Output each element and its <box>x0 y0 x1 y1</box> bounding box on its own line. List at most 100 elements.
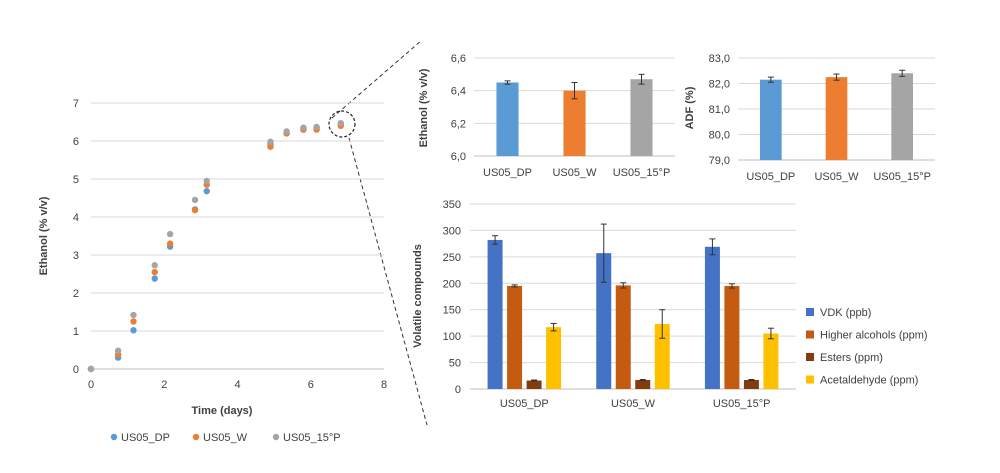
scatter-x-tick-label: 6 <box>308 379 314 391</box>
volatile-y-axis-title: Volatile compounds <box>412 244 424 348</box>
scatter-legend-label: US05_W <box>203 432 248 444</box>
ethanol-bar-bar-us05-dp <box>496 82 519 156</box>
scatter-point <box>203 187 210 195</box>
volatile-y-tick-label: 150 <box>443 305 461 317</box>
ethanol-bar-x-tick-label: US05_DP <box>483 167 532 179</box>
scatter-y-tick-label: 2 <box>73 288 79 300</box>
volatile-error-bar <box>511 284 518 288</box>
volatile-bar-esters-ppm <box>635 380 651 389</box>
scatter-y-axis-title: Ethanol (% v/v) <box>38 196 50 275</box>
volatile-legend-label: VDK (ppb) <box>820 307 871 319</box>
adf-bar-y-tick-label: 79,0 <box>709 155 730 167</box>
volatile-y-tick-label: 250 <box>443 252 461 264</box>
scatter-point <box>267 143 274 150</box>
ethanol-bar-chart: Ethanol (% v/v) 6,0 6,2 6,4 6,6 US05_DP US05_… <box>418 53 675 179</box>
scatter-legend-marker <box>272 433 280 441</box>
scatter-series-us05-dp <box>87 120 344 373</box>
ethanol-bar-y-tick-label: 6,4 <box>451 86 466 98</box>
adf-bar-bar-us05-w <box>825 77 848 160</box>
scatter-series-us05-15-p <box>87 119 344 373</box>
volatile-legend-label: Esters (ppm) <box>820 352 883 364</box>
ethanol-bar-x-tick-label: US05_W <box>552 167 597 179</box>
volatile-bar-acetaldehyde-ppm <box>546 327 562 389</box>
adf-bar-y-axis-title: ADF (%) <box>684 86 696 129</box>
scatter-y-tick-label: 0 <box>73 364 79 376</box>
volatile-bar-vdk-ppb <box>487 239 503 389</box>
ethanol-bar-bar-us05-w <box>563 90 586 156</box>
scatter-points <box>87 119 344 373</box>
ethanol-bar-error-bar <box>504 80 511 85</box>
adf-bar-error-bar <box>767 76 774 83</box>
volatile-y-tick-label: 350 <box>443 199 461 211</box>
scatter-point <box>130 311 137 319</box>
scatter-gridlines <box>91 102 384 370</box>
scatter-legend-label: US05_DP <box>121 432 170 444</box>
scatter-legend-marker <box>192 433 200 441</box>
ethanol-bar-y-axis-title: Ethanol (% v/v) <box>418 68 430 147</box>
adf-bar-bar-us05-15-p <box>891 73 914 160</box>
volatile-bar-higher-alcohols-ppm <box>724 285 740 389</box>
volatile-legend-label: Higher alcohols (ppm) <box>820 330 928 342</box>
volatile-error-bar <box>620 282 627 289</box>
scatter-legend: US05_DP US05_W US05_15°P <box>110 432 341 444</box>
volatile-error-bar <box>728 283 735 289</box>
ethanol-bar-y-tick-label: 6,2 <box>451 118 466 130</box>
volatile-error-bar <box>639 378 646 382</box>
scatter-x-axis-title: Time (days) <box>192 405 253 417</box>
volatile-y-tick-label: 0 <box>455 384 461 396</box>
ethanol-bar-error-bar <box>571 82 578 100</box>
scatter-point <box>114 347 122 354</box>
scatter-y-tick-label: 4 <box>73 212 79 224</box>
adf-bar-y-tick-label: 83,0 <box>709 53 730 65</box>
adf-bar-y-tick-label: 82,0 <box>709 79 730 91</box>
scatter-y-tick-label: 6 <box>73 136 79 148</box>
volatile-y-tick-label: 200 <box>443 278 461 290</box>
volatile-bar-vdk-ppb <box>596 253 612 389</box>
adf-bar-y-tick-label: 81,0 <box>709 104 730 116</box>
scatter-point <box>130 318 137 325</box>
scatter-point <box>87 365 95 373</box>
zoom-circle <box>328 110 356 138</box>
scatter-point <box>151 262 158 269</box>
volatile-compounds-bar-chart: Volatile compounds 0 50 100 150 200 250 300 350… <box>412 199 928 410</box>
scatter-point <box>130 327 137 334</box>
scatter-point <box>151 275 158 282</box>
adf-bar-error-bar <box>833 73 840 81</box>
ethanol-bar-y-tick-label: 6,6 <box>451 53 466 65</box>
volatile-bar-acetaldehyde-ppm <box>763 333 779 389</box>
volatile-bar-higher-alcohols-ppm <box>507 285 523 389</box>
volatile-error-bar <box>709 238 716 256</box>
adf-bar-bar-us05-dp <box>759 79 782 160</box>
volatile-bar-vdk-ppb <box>704 246 720 389</box>
ethanol-bar-error-bar <box>638 73 645 85</box>
volatile-error-bar <box>492 235 499 245</box>
volatile-error-bar <box>600 223 607 283</box>
scatter-point <box>191 206 199 214</box>
volatile-legend-label: Acetaldehyde (ppm) <box>820 375 918 387</box>
scatter-y-tick-label: 7 <box>73 98 79 110</box>
volatile-y-tick-label: 50 <box>449 358 461 370</box>
adf-bar-y-tick-label: 80,0 <box>709 130 730 142</box>
scatter-point <box>313 123 320 131</box>
scatter-point <box>151 268 158 276</box>
scatter-legend-label: US05_15°P <box>283 432 341 444</box>
volatile-bar-esters-ppm <box>526 380 542 389</box>
scatter-y-tick-labels: 0 1 2 3 4 5 6 7 <box>73 98 79 376</box>
zoom-connector-top <box>331 39 423 119</box>
scatter-y-tick-label: 5 <box>73 174 79 186</box>
volatile-bar-acetaldehyde-ppm <box>654 323 670 389</box>
scatter-point <box>267 138 274 145</box>
scatter-point <box>300 124 307 131</box>
volatile-x-tick-label: US05_15°P <box>713 398 771 410</box>
scatter-point <box>203 177 210 185</box>
volatile-error-bar <box>767 327 774 340</box>
volatile-legend-swatch <box>806 330 814 339</box>
volatile-error-bar <box>659 309 666 339</box>
volatile-legend-swatch <box>806 353 814 361</box>
scatter-point <box>337 119 344 127</box>
adf-bar-x-tick-label: US05_15°P <box>873 171 931 183</box>
scatter-point <box>166 230 174 238</box>
scatter-x-tick-labels: 0 2 4 6 8 <box>88 379 387 391</box>
scatter-legend-marker <box>110 433 118 441</box>
